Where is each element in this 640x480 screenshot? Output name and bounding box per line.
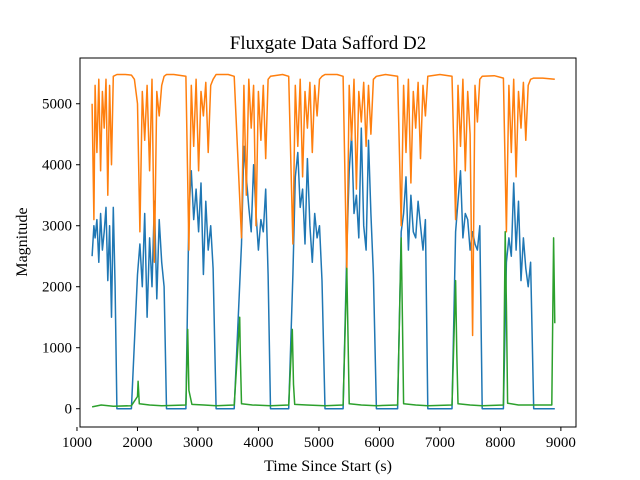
y-tick-label: 2000 <box>42 280 72 296</box>
y-axis-title: Magnitude <box>14 207 31 276</box>
x-tick-label: 5000 <box>304 435 334 451</box>
plot-frame <box>79 57 577 428</box>
x-tick-label: 9000 <box>546 435 576 451</box>
y-tick-label: 4000 <box>42 158 72 174</box>
y-axis: 0 1000 2000 3000 4000 5000 <box>42 97 80 418</box>
series-line-green <box>91 231 556 408</box>
x-tick-label: 7000 <box>425 435 455 451</box>
series-line-orange <box>91 73 555 337</box>
x-tick-label: 4000 <box>243 435 273 451</box>
x-tick-label: 8000 <box>485 435 515 451</box>
y-tick-label: 5000 <box>42 97 72 113</box>
x-tick-label: 6000 <box>364 435 394 451</box>
series-line-blue <box>91 127 555 410</box>
x-axis-title: Time Since Start (s) <box>264 458 392 475</box>
y-tick-label: 3000 <box>42 219 72 235</box>
x-axis: 1000 2000 3000 4000 5000 6000 7000 8000 9000 <box>62 427 576 451</box>
chart-title: Fluxgate Data Safford D2 <box>230 33 426 54</box>
series-layer <box>91 73 556 410</box>
y-tick-label: 1000 <box>42 341 72 357</box>
y-tick-label: 0 <box>65 402 73 418</box>
x-tick-label: 2000 <box>122 435 152 451</box>
x-tick-label: 3000 <box>183 435 213 451</box>
x-tick-label: 1000 <box>62 435 92 451</box>
